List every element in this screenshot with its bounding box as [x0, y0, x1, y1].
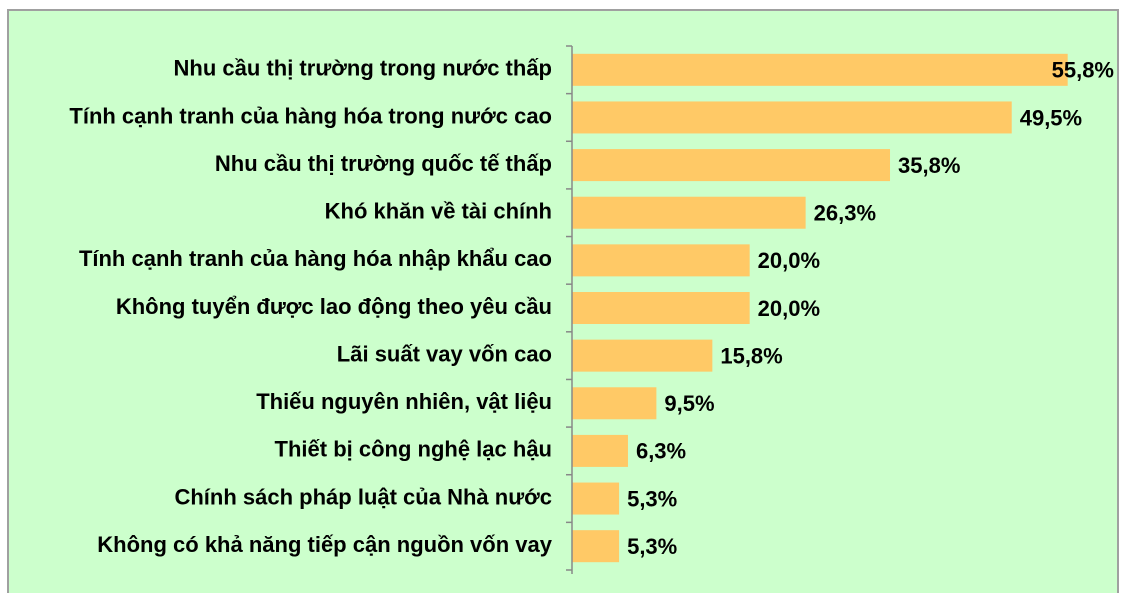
category-label: Khó khăn về tài chính — [325, 199, 552, 224]
category-label: Tính cạnh tranh của hàng hóa trong nước … — [69, 103, 552, 128]
bar — [572, 53, 1068, 86]
value-label: 20,0% — [758, 248, 820, 273]
bar — [572, 339, 713, 372]
bar — [572, 292, 750, 324]
bar — [572, 244, 750, 277]
bar — [572, 434, 628, 467]
value-label: 6,3% — [636, 439, 686, 464]
category-label: Lãi suất vay vốn cao — [337, 341, 552, 366]
category-label: Không có khả năng tiếp cận nguồn vốn vay — [97, 532, 552, 557]
category-label: Tính cạnh tranh của hàng hóa nhập khẩu c… — [79, 246, 552, 271]
bar — [572, 196, 806, 229]
bar — [572, 101, 1012, 134]
value-label: 5,3% — [627, 486, 677, 511]
category-label: Nhu cầu thị trường quốc tế thấp — [215, 151, 552, 176]
bar — [572, 530, 620, 563]
bar — [572, 387, 657, 420]
bar — [572, 149, 891, 182]
category-label: Không tuyển được lao động theo yêu cầu — [116, 294, 552, 319]
category-label: Chính sách pháp luật của Nhà nước — [174, 484, 552, 509]
value-label: 15,8% — [720, 343, 782, 368]
value-label: 5,3% — [627, 534, 677, 559]
value-label: 35,8% — [898, 153, 960, 178]
category-label: Thiếu nguyên nhiên, vật liệu — [256, 389, 552, 414]
value-label: 20,0% — [758, 296, 820, 321]
category-label: Thiết bị công nghệ lạc hậu — [275, 437, 552, 462]
category-label: Nhu cầu thị trường trong nước thấp — [174, 56, 552, 81]
bar — [572, 482, 620, 515]
value-label: 9,5% — [664, 391, 714, 416]
value-label: 49,5% — [1020, 105, 1082, 130]
value-label: 55,8% — [1052, 58, 1114, 83]
value-label: 26,3% — [814, 201, 876, 226]
